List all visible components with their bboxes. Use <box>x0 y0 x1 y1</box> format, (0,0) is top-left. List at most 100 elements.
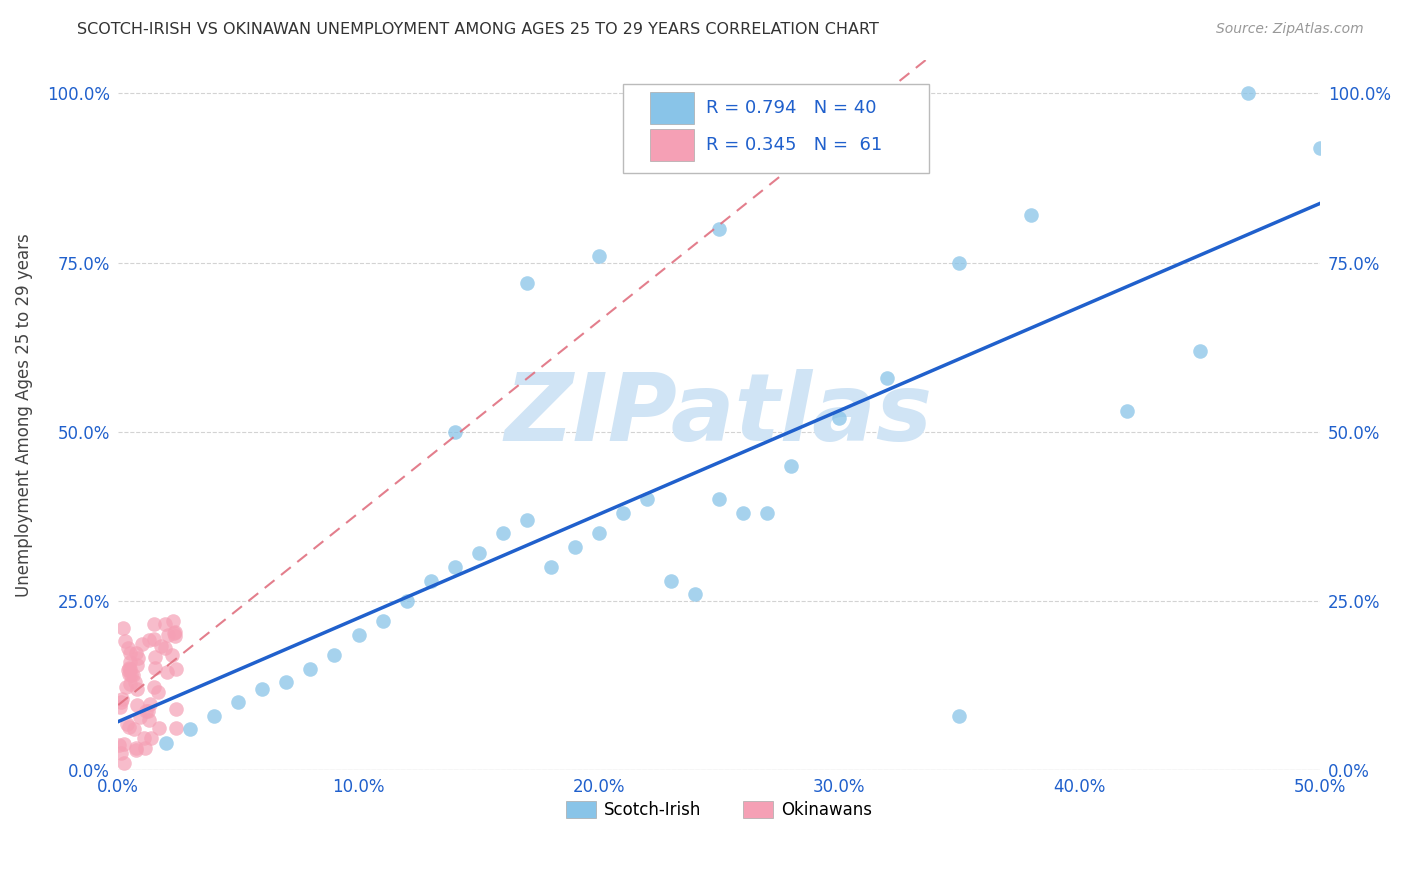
Point <box>111 692 134 706</box>
Point <box>127 651 149 665</box>
Point <box>112 737 135 751</box>
Point <box>395 594 418 608</box>
Point <box>125 741 148 756</box>
Point <box>143 617 166 632</box>
Point <box>136 704 159 718</box>
Point <box>165 629 187 643</box>
Point <box>492 526 515 541</box>
Text: SCOTCH-IRISH VS OKINAWAN UNEMPLOYMENT AMONG AGES 25 TO 29 YEARS CORRELATION CHAR: SCOTCH-IRISH VS OKINAWAN UNEMPLOYMENT AM… <box>77 22 879 37</box>
Point <box>138 633 160 648</box>
Point <box>143 632 166 646</box>
Point <box>118 666 141 681</box>
Point <box>443 560 465 574</box>
Point <box>588 526 610 541</box>
Point <box>157 628 180 642</box>
Point <box>467 547 489 561</box>
Point <box>516 276 538 290</box>
Point <box>127 681 149 696</box>
Point <box>143 650 166 665</box>
Point <box>138 713 160 727</box>
Point <box>540 560 562 574</box>
Point <box>323 648 346 662</box>
Point <box>166 702 188 716</box>
Point <box>139 731 162 745</box>
Point <box>588 249 610 263</box>
Point <box>131 637 153 651</box>
Text: R = 0.794   N = 40: R = 0.794 N = 40 <box>706 99 876 117</box>
Point <box>299 661 322 675</box>
FancyBboxPatch shape <box>651 92 693 124</box>
Point <box>371 614 394 628</box>
Point <box>125 646 148 660</box>
Point <box>179 723 201 737</box>
Point <box>120 668 142 682</box>
Point <box>135 704 157 718</box>
Point <box>110 695 132 709</box>
Text: ZIPatlas: ZIPatlas <box>505 368 934 461</box>
Point <box>134 740 156 755</box>
Point <box>162 614 184 628</box>
Point <box>143 661 166 675</box>
Point <box>707 221 730 235</box>
Point <box>1309 140 1331 154</box>
Point <box>948 709 970 723</box>
Point <box>121 668 143 682</box>
Point <box>163 624 186 639</box>
Point <box>120 677 142 691</box>
Point <box>1116 404 1139 418</box>
Point <box>516 513 538 527</box>
Point <box>110 747 132 761</box>
Point <box>419 574 441 588</box>
Point <box>276 675 298 690</box>
Point <box>683 587 706 601</box>
Point <box>117 641 139 656</box>
Point <box>134 731 156 745</box>
Point <box>153 617 176 632</box>
FancyBboxPatch shape <box>651 128 693 161</box>
Point <box>114 681 136 695</box>
Point <box>149 639 172 653</box>
Point <box>120 655 142 669</box>
Point <box>156 665 179 680</box>
Y-axis label: Unemployment Among Ages 25 to 29 years: Unemployment Among Ages 25 to 29 years <box>15 233 32 597</box>
Point <box>125 657 148 672</box>
Text: Source: ZipAtlas.com: Source: ZipAtlas.com <box>1216 22 1364 37</box>
Point <box>125 743 148 757</box>
Point <box>115 716 138 731</box>
Point <box>117 663 139 677</box>
Point <box>118 720 141 734</box>
Point <box>659 574 682 588</box>
Point <box>112 756 135 770</box>
Point <box>120 661 142 675</box>
Point <box>114 634 136 648</box>
Point <box>112 621 135 635</box>
Legend: Scotch-Irish, Okinawans: Scotch-Irish, Okinawans <box>560 794 879 826</box>
Point <box>636 492 658 507</box>
Point <box>756 506 779 520</box>
Point <box>118 646 141 660</box>
Point <box>828 411 851 425</box>
Point <box>165 662 187 676</box>
Point <box>139 697 162 711</box>
Point <box>202 709 225 723</box>
Point <box>142 681 165 695</box>
Point <box>124 675 146 690</box>
Point <box>1188 343 1211 358</box>
Point <box>110 699 132 714</box>
Point <box>228 695 250 709</box>
Point <box>129 709 152 723</box>
Point <box>780 458 803 473</box>
Point <box>707 492 730 507</box>
Point <box>612 506 634 520</box>
Point <box>1021 208 1043 222</box>
Point <box>108 738 131 752</box>
Point <box>148 721 170 735</box>
Point <box>155 736 177 750</box>
Point <box>252 681 274 696</box>
Point <box>1236 87 1258 101</box>
Point <box>155 640 177 655</box>
Point <box>125 698 148 712</box>
Point <box>160 648 183 662</box>
Text: R = 0.345   N =  61: R = 0.345 N = 61 <box>706 136 882 153</box>
Point <box>118 661 141 675</box>
